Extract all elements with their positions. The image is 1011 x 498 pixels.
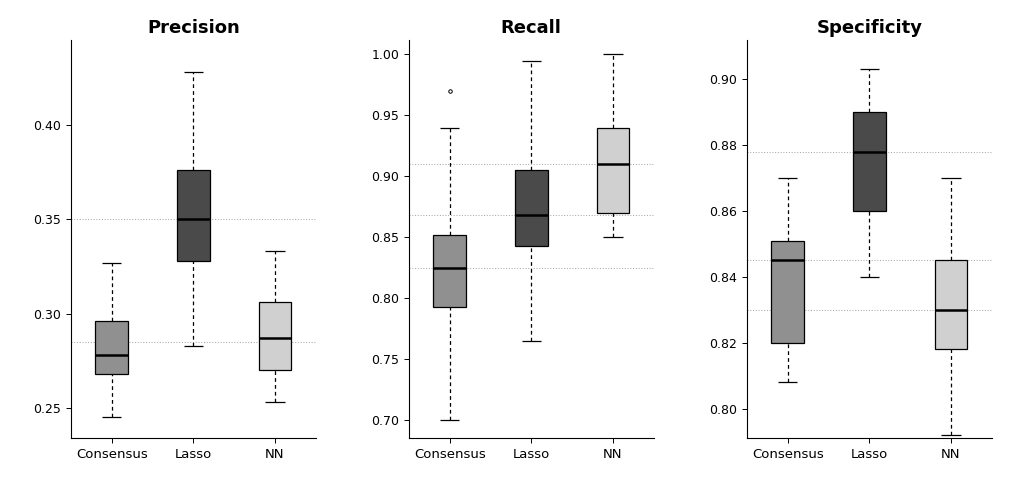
Bar [433,235,465,307]
Title: Specificity: Specificity [816,19,921,37]
Title: Precision: Precision [147,19,240,37]
Bar [596,127,629,213]
Bar [515,170,547,246]
Title: Recall: Recall [500,19,561,37]
Bar [177,170,209,261]
Bar [934,260,967,349]
Bar [770,241,803,343]
Bar [95,321,127,374]
Bar [259,302,291,371]
Bar [852,112,885,211]
